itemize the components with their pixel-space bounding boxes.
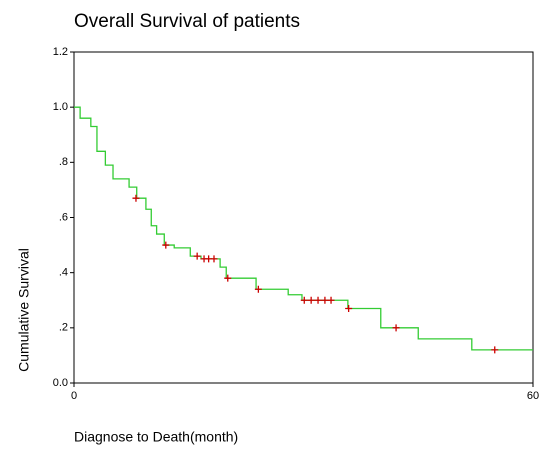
y-tick-label: 0.0 — [53, 377, 68, 389]
censor-mark — [321, 296, 329, 304]
censor-mark — [162, 241, 170, 249]
censor-mark — [327, 296, 335, 304]
x-tick-label: 60 — [527, 390, 539, 402]
y-tick-label: 1.0 — [53, 101, 68, 113]
y-tick-label: .2 — [59, 322, 68, 334]
censor-mark — [254, 285, 262, 293]
censor-mark — [345, 305, 353, 313]
x-tick-label: 0 — [71, 390, 77, 402]
y-tick-label: 1.2 — [53, 46, 68, 58]
censor-mark — [307, 296, 315, 304]
censor-mark — [193, 252, 201, 260]
y-tick-label: .6 — [59, 211, 68, 223]
y-axis-label: Cumulative Survival — [16, 248, 32, 372]
censor-mark — [300, 296, 308, 304]
censor-mark — [491, 346, 499, 354]
censor-mark — [132, 194, 140, 202]
censor-mark — [224, 274, 232, 282]
censor-mark — [314, 296, 322, 304]
y-tick-label: .8 — [59, 156, 68, 168]
y-tick-label: .4 — [59, 267, 68, 279]
x-axis-label: Diagnose to Death(month) — [74, 429, 238, 445]
censor-mark — [392, 324, 400, 332]
chart-title: Overall Survival of patients — [74, 11, 300, 32]
survival-curve — [74, 106, 533, 351]
censor-mark — [210, 255, 218, 263]
plot-frame — [73, 51, 534, 384]
